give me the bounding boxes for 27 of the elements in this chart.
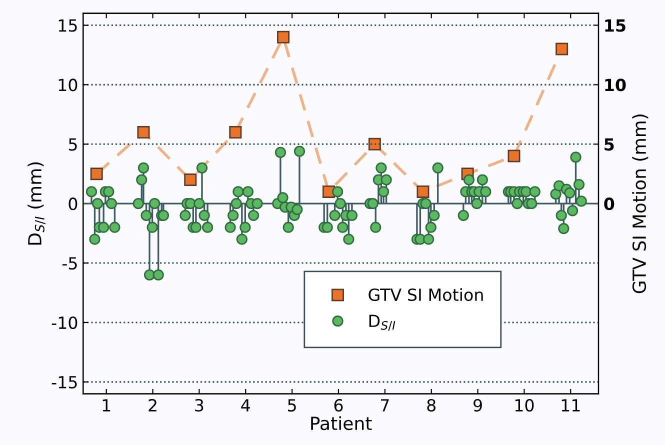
x-tick-label: 2 — [148, 398, 156, 412]
y-tick-label: -10 — [52, 316, 78, 330]
x-tick-label: 7 — [380, 399, 389, 412]
y-tick-label: -15 — [52, 376, 77, 389]
legend-label: D$_{S/I}$ — [369, 314, 396, 331]
x-tick-label: 4 — [241, 399, 250, 412]
y-tick-label: 15 — [58, 19, 77, 32]
x-tick-label: 8 — [427, 398, 436, 412]
y2-tick-label: 10 — [605, 78, 626, 92]
x-tick-label: 11 — [562, 399, 580, 412]
x-tick-label: 3 — [195, 398, 204, 412]
y2-tick-label: 0 — [604, 198, 614, 210]
x-axis-title: Patient — [311, 416, 372, 430]
x-tick-label: 5 — [288, 399, 296, 412]
x-tick-label: 9 — [474, 398, 482, 412]
x-tick-label: 10 — [515, 398, 534, 412]
y2-axis-title: GTV SI Motion (mm) — [632, 114, 648, 294]
x-tick-label: 1 — [102, 399, 110, 412]
y-tick-label: 5 — [68, 138, 77, 151]
legend-label: GTV SI Motion — [368, 288, 483, 302]
y-axis-title: D$_{S/I}$ (mm) — [28, 162, 46, 245]
y-tick-label: -5 — [62, 257, 77, 270]
y2-tick-label: 5 — [604, 138, 614, 151]
x-tick-label: 6 — [334, 398, 343, 412]
y2-tick-label: 15 — [605, 19, 626, 32]
y-tick-label: 0 — [68, 198, 78, 210]
y-tick-label: 10 — [58, 78, 78, 92]
